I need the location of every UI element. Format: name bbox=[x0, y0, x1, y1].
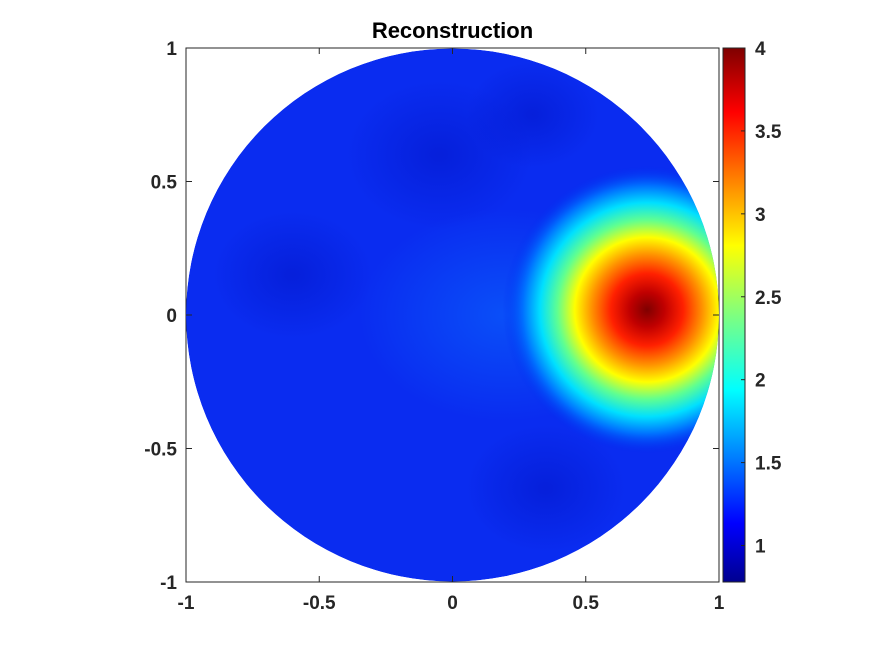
x-tick-label: 1 bbox=[714, 593, 725, 614]
low-region-1 bbox=[465, 424, 626, 553]
x-tick-label: -1 bbox=[178, 593, 195, 614]
colorbar-tick-label: 3 bbox=[755, 205, 766, 226]
y-tick-label: 0 bbox=[166, 306, 177, 327]
reconstruction-field bbox=[186, 48, 719, 582]
y-tick-label: 0.5 bbox=[151, 173, 178, 194]
colorbar-tick-label: 4 bbox=[755, 39, 766, 60]
y-tick-label: 1 bbox=[166, 39, 177, 60]
low-region-2 bbox=[212, 210, 373, 339]
chart-title: Reconstruction bbox=[372, 18, 533, 43]
x-tick-label: 0 bbox=[447, 593, 458, 614]
low-region-3 bbox=[465, 61, 600, 169]
colorbar-tick-label: 1.5 bbox=[755, 454, 782, 475]
y-tick-label: -0.5 bbox=[144, 440, 177, 461]
plot-area: -1 -0.5 0 0.5 1 1 0.5 0 -0.5 -1 bbox=[144, 39, 725, 614]
colorbar-tick-label: 2 bbox=[755, 371, 766, 392]
x-tick-label: -0.5 bbox=[303, 593, 336, 614]
x-tick-label: 0.5 bbox=[573, 593, 600, 614]
colorbar-gradient bbox=[722, 47, 746, 583]
colorbar-tick-label: 3.5 bbox=[755, 122, 782, 143]
colorbar-tick-label: 2.5 bbox=[755, 288, 782, 309]
colorbar-tick-label: 1 bbox=[755, 537, 766, 558]
peak-blob bbox=[502, 165, 719, 455]
y-tick-label: -1 bbox=[160, 573, 177, 594]
colorbar: 4 3.5 3 2.5 2 1.5 1 bbox=[722, 39, 782, 583]
